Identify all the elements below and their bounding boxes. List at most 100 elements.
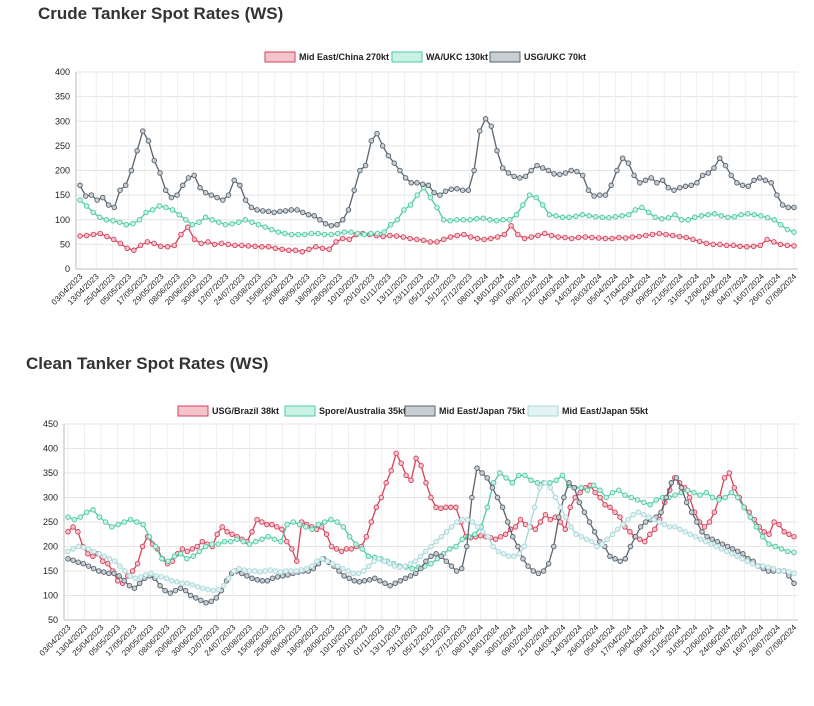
crude-data-point [454, 185, 460, 192]
clean-data-point [203, 600, 209, 606]
crude-data-point [402, 175, 409, 181]
crude-data-point [654, 180, 660, 186]
crude-data-point [391, 160, 397, 166]
clean-legend-label: USG/Brazil 38kt [212, 406, 279, 416]
clean-data-point [336, 568, 342, 574]
crude-data-point [599, 214, 606, 221]
clean-data-point [765, 564, 771, 570]
crude-data-point [157, 170, 163, 176]
crude-data-point [143, 209, 149, 216]
crude-data-point [488, 235, 494, 242]
clean-data-point [688, 509, 695, 515]
crude-data-point [553, 213, 559, 219]
clean-data-point [234, 536, 240, 542]
clean-data-point [220, 582, 227, 589]
clean-data-point [714, 538, 721, 545]
clean-data-point [321, 519, 328, 525]
clean-data-point [96, 514, 103, 520]
clean-data-point [184, 548, 191, 555]
crude-data-point [734, 180, 740, 186]
clean-data-point [532, 526, 539, 533]
clean-data-point [552, 494, 559, 501]
crude-data-point [730, 242, 737, 249]
crude-data-point [480, 215, 487, 222]
crude-data-point [235, 219, 242, 225]
clean-data-point [586, 519, 593, 525]
clean-data-point [694, 519, 700, 525]
crude-data-point [380, 233, 386, 240]
clean-data-point [666, 524, 673, 530]
clean-data-point [360, 568, 367, 574]
clean-data-point [647, 502, 653, 508]
crude-data-point [427, 194, 434, 201]
clean-data-point [682, 529, 688, 535]
crude-data-point [671, 187, 677, 193]
clean-data-point [772, 543, 778, 550]
clean-data-point [632, 533, 639, 540]
clean-data-point [535, 570, 542, 577]
clean-data-point [75, 543, 82, 550]
clean-data-point [739, 556, 745, 562]
clean-data-point [709, 536, 715, 542]
clean-data-point [158, 574, 165, 580]
clean-data-point [368, 519, 375, 525]
crude-data-point [737, 243, 743, 250]
crude-y-tick-label: 150 [55, 190, 70, 200]
crude-data-point [717, 241, 723, 248]
crude-data-point [632, 207, 639, 213]
crude-data-point [88, 192, 95, 198]
clean-data-point [559, 472, 566, 479]
clean-data-point [678, 484, 685, 491]
crude-data-point [163, 204, 169, 211]
clean-data-point [277, 569, 284, 575]
clean-data-point [706, 519, 713, 525]
clean-data-point [184, 580, 191, 587]
crude-data-point [136, 217, 143, 223]
crude-data-point [259, 244, 265, 250]
crude-data-point [731, 214, 738, 220]
crude-data-point [665, 184, 672, 191]
crude-data-point [685, 217, 691, 223]
clean-data-point [561, 494, 567, 501]
clean-data-point [402, 563, 408, 569]
clean-data-point [224, 529, 230, 535]
clean-data-point [209, 541, 215, 547]
clean-data-point [722, 494, 728, 501]
clean-data-point [553, 477, 559, 484]
clean-data-point [453, 543, 459, 550]
clean-data-point [704, 533, 710, 540]
clean-data-point [193, 595, 199, 601]
clean-data-point [106, 570, 112, 577]
clean-data-point [65, 514, 71, 520]
clean-data-point [115, 521, 121, 528]
clean-data-point [627, 543, 634, 550]
crude-data-point [110, 217, 116, 224]
crude-data-point [562, 234, 568, 241]
crude-data-point [326, 246, 332, 253]
clean-data-point [520, 556, 526, 562]
crude-data-point [728, 172, 734, 179]
crude-data-point [77, 233, 83, 239]
crude-data-point [778, 221, 784, 228]
crude-data-point [619, 213, 625, 219]
clean-data-point [490, 543, 496, 550]
clean-data-point [433, 538, 439, 545]
crude-data-point [636, 233, 642, 240]
clean-data-point [791, 580, 797, 587]
clean-data-point [542, 480, 548, 486]
clean-data-point [126, 582, 133, 589]
clean-data-point [771, 519, 777, 525]
crude-data-point [237, 182, 243, 189]
crude-data-point [262, 224, 268, 230]
clean-data-point [687, 531, 694, 538]
crude-data-point [690, 236, 696, 243]
clean-data-point [603, 494, 609, 501]
crude-data-point [315, 230, 321, 237]
clean-data-point [464, 516, 471, 523]
crude-data-point [341, 229, 348, 235]
crude-data-point [718, 213, 725, 219]
crude-data-point [361, 231, 368, 238]
clean-data-point [770, 565, 777, 572]
crude-data-point [791, 243, 797, 249]
crude-data-point [282, 208, 289, 214]
